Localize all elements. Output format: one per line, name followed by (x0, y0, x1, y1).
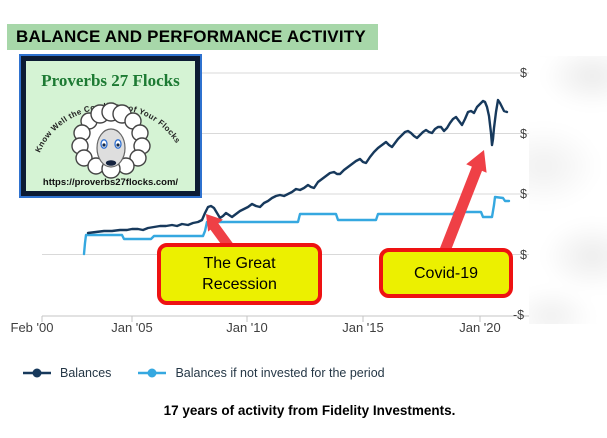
legend-item-balances: Balances (22, 366, 111, 380)
annotation-great-recession-label: The Great Recession (202, 255, 277, 293)
y-tick-label-3: $ (520, 248, 527, 262)
x-tick-label-0: Feb '00 (10, 320, 54, 335)
logo-title: Proverbs 27 Flocks (41, 71, 180, 90)
balances-legend-marker-icon (23, 368, 51, 378)
x-axis (41, 315, 530, 322)
x-tick-label-3: Jan '15 (342, 320, 384, 335)
blur-blobs (529, 56, 607, 324)
annotation-covid19-label: Covid-19 (413, 265, 479, 282)
chart-legend: Balances Balances if not invested for th… (22, 366, 385, 380)
x-tick-label-2: Jan '10 (226, 320, 268, 335)
y-tick-label-2: $ (520, 187, 527, 201)
y-tick-label-4: -$ (513, 308, 525, 322)
x-tick-label-1: Jan '05 (111, 320, 153, 335)
caption: 17 years of activity from Fidelity Inves… (163, 403, 456, 418)
annotation-great-recession: The Great Recession (157, 243, 322, 305)
y-tick-label-0: $ (520, 66, 527, 80)
title-banner: BALANCE AND PERFORMANCE ACTIVITY (7, 24, 378, 50)
balances-line (86, 98, 509, 235)
y-tick-label-1: $ (520, 127, 527, 141)
x-tick-label-4: Jan '20 (459, 320, 501, 335)
legend-label-balances: Balances (60, 366, 112, 380)
annotation-covid19: Covid-19 (379, 248, 513, 298)
sheep-icon (71, 102, 151, 179)
redaction-blur (529, 56, 607, 324)
legend-label-not-invested: Balances if not invested for the period (175, 366, 385, 380)
logo-proverbs27flocks: Proverbs 27 Flocks Know Well the Conditi… (19, 54, 202, 198)
not-invested-legend-marker-icon (138, 368, 167, 378)
logo-url: https://proverbs27flocks.com/ (43, 177, 179, 188)
covid-arrow-icon (436, 150, 487, 261)
legend-item-not-invested: Balances if not invested for the period (137, 366, 385, 380)
not-invested-line (82, 195, 511, 256)
